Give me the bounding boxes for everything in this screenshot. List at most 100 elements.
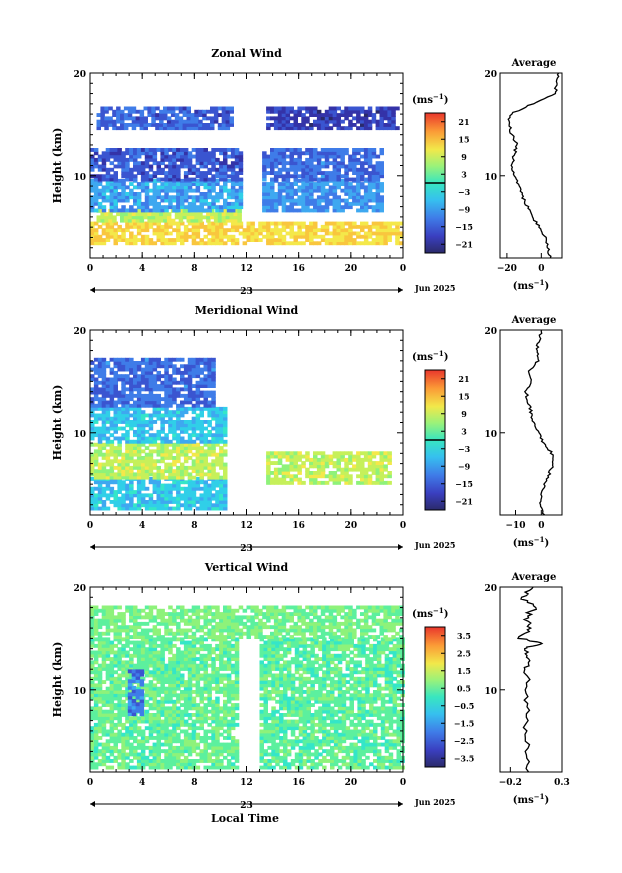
heatmap-cell <box>117 208 122 213</box>
heatmap-cell <box>281 151 287 156</box>
heatmap-cell <box>219 231 224 236</box>
heatmap-cell <box>183 439 189 444</box>
heatmap-cell <box>170 119 176 124</box>
heatmap-cell <box>168 667 173 671</box>
heatmap-cell <box>125 433 130 438</box>
heatmap-cell <box>97 390 103 395</box>
heatmap-cell <box>360 467 365 472</box>
heatmap-cell <box>340 178 345 183</box>
heatmap-cell <box>289 148 294 152</box>
heatmap-cell <box>101 177 107 182</box>
heatmap-cell <box>93 151 99 156</box>
heatmap-cell <box>152 459 158 464</box>
heatmap-cell <box>176 195 181 200</box>
heatmap-cell <box>109 490 115 494</box>
heatmap-cell <box>136 198 142 203</box>
heatmap-cell <box>160 640 165 645</box>
heatmap-cell <box>140 397 146 402</box>
heatmap-cell <box>324 164 330 169</box>
heatmap-cell <box>176 151 181 156</box>
heatmap-cell <box>195 683 201 688</box>
heatmap-cell <box>281 241 287 246</box>
average-title: Average <box>511 315 557 326</box>
heatmap-cell <box>375 205 381 210</box>
heatmap-cell <box>159 218 164 223</box>
heatmap-cell <box>180 660 185 665</box>
heatmap-cell <box>316 195 322 200</box>
heatmap-cell <box>148 670 154 675</box>
heatmap-cell <box>336 195 341 200</box>
heatmap-cell <box>289 208 294 213</box>
heatmap-cell <box>156 403 161 408</box>
heatmap-cell <box>207 439 212 444</box>
heatmap-cell <box>183 490 189 494</box>
heatmap-cell <box>215 673 220 678</box>
heatmap-cell <box>195 657 201 661</box>
heatmap-cell <box>168 380 173 385</box>
heatmap-cell <box>160 686 165 691</box>
heatmap-cell <box>203 490 208 494</box>
heatmap-cell <box>367 154 373 159</box>
heatmap-cell <box>140 171 146 175</box>
heatmap-cell <box>129 167 134 172</box>
heatmap-cell <box>160 486 165 491</box>
heatmap-cell <box>316 205 322 210</box>
heatmap-cell <box>183 503 189 508</box>
heatmap-cell <box>223 462 228 467</box>
heatmap-cell <box>180 420 185 424</box>
heatmap-cell <box>203 680 208 684</box>
heatmap-cell <box>168 696 173 701</box>
heatmap-cell <box>289 109 294 114</box>
heatmap-cell <box>187 703 193 707</box>
heatmap-cell <box>176 390 181 395</box>
heatmap-cell <box>133 650 138 655</box>
heatmap-cell <box>168 739 173 744</box>
heatmap-cell <box>127 106 133 111</box>
heatmap-cell <box>223 177 228 182</box>
heatmap-cell <box>199 722 204 727</box>
colorbar-tick-label: 3 <box>461 426 467 436</box>
heatmap-cell <box>180 364 185 369</box>
heatmap-cell <box>379 201 384 206</box>
heatmap-cell <box>316 228 322 233</box>
heatmap-cell <box>144 154 150 159</box>
heatmap-cell <box>140 238 146 242</box>
heatmap-cell <box>258 224 263 229</box>
heatmap-cell <box>152 486 158 491</box>
heatmap-cell <box>195 370 201 375</box>
heatmap-cell <box>367 224 373 229</box>
heatmap-cell <box>223 413 228 418</box>
heatmap-cell <box>93 755 99 760</box>
heatmap-cell <box>97 469 103 474</box>
heatmap-cell <box>93 413 99 418</box>
heatmap-cell <box>198 113 203 117</box>
heatmap-cell <box>203 739 208 744</box>
heatmap-cell <box>180 729 185 734</box>
heatmap-cell <box>160 742 165 747</box>
heatmap-cell <box>129 151 134 156</box>
heatmap-cell <box>195 686 201 691</box>
heatmap-cell <box>125 742 130 747</box>
heatmap-cell <box>191 660 197 665</box>
heatmap-cell <box>324 480 330 485</box>
heatmap-cell <box>129 208 134 213</box>
heatmap-cell <box>176 765 181 770</box>
heatmap-cell <box>356 454 361 459</box>
heatmap-cell <box>340 174 345 179</box>
heatmap-cell <box>297 241 302 246</box>
heatmap-cell <box>101 472 107 477</box>
heatmap-cell <box>93 732 99 737</box>
heatmap-cell <box>117 762 122 767</box>
heatmap-cell <box>129 367 134 372</box>
heatmap-cell <box>234 161 240 166</box>
heatmap-cell <box>289 457 294 462</box>
heatmap-cell <box>187 663 193 668</box>
heatmap-cell <box>164 446 169 450</box>
heatmap-cell <box>125 442 130 447</box>
heatmap-cell <box>289 188 294 193</box>
heatmap-cell <box>172 726 177 731</box>
heatmap-cell <box>230 192 236 196</box>
heatmap-cell <box>356 224 361 229</box>
heatmap-cell <box>178 126 184 131</box>
heatmap-cell <box>105 171 111 175</box>
